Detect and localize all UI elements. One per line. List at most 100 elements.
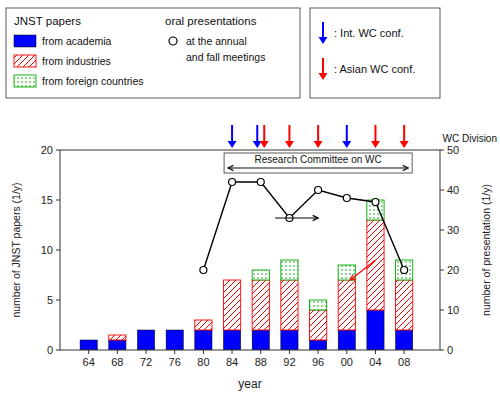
x-tick-label: 80	[197, 356, 209, 368]
bar-segment	[252, 280, 269, 330]
conference-arrow	[285, 125, 294, 148]
bar-segment	[137, 330, 154, 350]
arrow-shaft	[228, 167, 408, 168]
y2-tick-label: 0	[447, 344, 453, 356]
legend-note: and fall meetings	[186, 51, 265, 63]
legend-label: from academia	[42, 35, 112, 47]
arrow-head	[403, 165, 408, 170]
bar-segment	[310, 340, 327, 350]
arrow-legend-symbol	[319, 22, 328, 44]
legend-title: JNST papers	[14, 15, 81, 27]
legend-swatch	[14, 55, 36, 67]
arrow-head	[313, 215, 318, 220]
conference-arrow	[400, 125, 409, 148]
arrow-shaft	[403, 125, 405, 142]
line	[203, 182, 404, 270]
plot-frame	[60, 150, 440, 350]
y-tick	[56, 150, 60, 151]
arrow-legend-label: : Asian WC conf.	[334, 63, 415, 75]
bar-segment	[367, 310, 384, 350]
arrow-legend-symbol	[319, 58, 328, 80]
bar-segment	[281, 260, 298, 280]
y2-tick	[440, 230, 444, 231]
x-tick-label: 88	[255, 356, 267, 368]
span-label: Research Committee on WC	[254, 154, 381, 165]
y-tick	[56, 350, 60, 351]
x-tick-label: 96	[312, 356, 324, 368]
bar-segment	[281, 280, 298, 330]
arrow-head	[314, 141, 323, 148]
y2-tick-label: 20	[447, 264, 459, 276]
x-tick	[404, 350, 405, 354]
bar-segment	[80, 340, 97, 341]
arrow-head	[350, 275, 356, 280]
x-tick-label: 76	[169, 356, 181, 368]
y2-tick-label: 40	[447, 184, 459, 196]
x-tick-label: 72	[140, 356, 152, 368]
arrow-shaft	[231, 125, 233, 142]
annotation-label: WC Division	[443, 133, 497, 144]
bar-segment	[137, 330, 154, 331]
arrow-shaft	[275, 217, 318, 218]
x-tick-label: 08	[398, 356, 410, 368]
legend-swatch	[14, 75, 36, 87]
line-marker	[257, 179, 264, 186]
line-marker	[229, 179, 236, 186]
arrow-shaft	[322, 58, 324, 74]
bar-segment	[396, 260, 413, 280]
arrow-head	[285, 141, 294, 148]
bar-segment	[80, 340, 97, 350]
arrow-head	[371, 141, 380, 148]
bar-segment	[252, 270, 269, 280]
x-tick	[346, 350, 347, 354]
arrow-head	[228, 141, 237, 148]
bar-segment	[223, 280, 240, 281]
arrow-shaft	[346, 125, 348, 142]
arrow-head	[228, 165, 233, 170]
chart: 6468727680848892960004080510152001020304…	[0, 0, 500, 397]
line-marker	[315, 187, 322, 194]
arrow-head	[400, 141, 409, 148]
line-marker	[401, 267, 408, 274]
bar-segment	[310, 300, 327, 310]
line-marker	[372, 199, 379, 206]
x-tick	[260, 350, 261, 354]
y2-tick	[440, 350, 444, 351]
x-tick-label: 64	[83, 356, 95, 368]
x-tick	[318, 350, 319, 354]
conference-arrow	[253, 125, 262, 148]
conference-arrow	[228, 125, 237, 148]
y2-tick	[440, 190, 444, 191]
pointer-arrow	[350, 260, 375, 280]
pointer-arrow	[275, 215, 318, 220]
legend-swatch	[14, 35, 36, 47]
bar-segment	[195, 320, 212, 330]
x-axis-label: year	[238, 377, 261, 391]
y2-tick-label: 10	[447, 304, 459, 316]
y-tick-label: 15	[41, 194, 53, 206]
conference-arrow	[371, 125, 380, 148]
bar-segment	[338, 330, 355, 350]
arrow-head	[342, 141, 351, 148]
x-tick	[174, 350, 175, 354]
x-tick	[146, 350, 147, 354]
x-tick	[232, 350, 233, 354]
y-tick	[56, 200, 60, 201]
x-tick-label: 84	[226, 356, 238, 368]
arrow-legend-box	[310, 8, 440, 98]
bar-segment	[109, 340, 126, 350]
bar-segment	[109, 335, 126, 336]
x-tick	[203, 350, 204, 354]
y2-axis-label: number of presentation (1/y)	[480, 184, 492, 316]
bar-segment	[166, 330, 183, 331]
arrow-shaft	[317, 125, 319, 142]
bar-segment	[252, 330, 269, 350]
bar-segment	[166, 330, 183, 331]
bar-segment	[281, 330, 298, 350]
bar-segment	[223, 280, 240, 330]
x-tick-label: 92	[283, 356, 295, 368]
y-tick	[56, 300, 60, 301]
y2-tick	[440, 150, 444, 151]
x-tick-label: 00	[341, 356, 353, 368]
y-tick-label: 5	[47, 294, 53, 306]
